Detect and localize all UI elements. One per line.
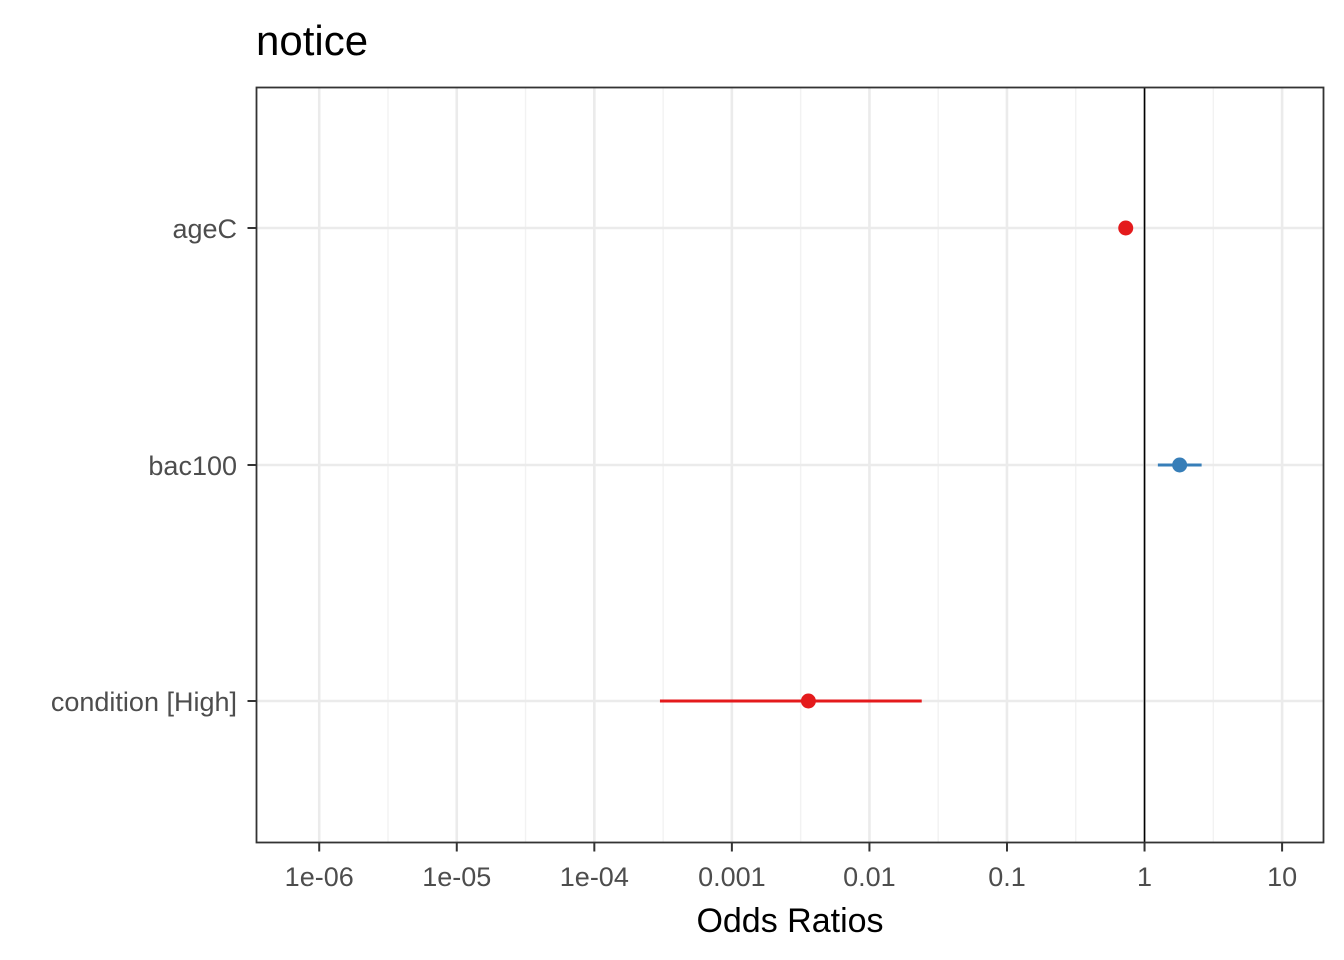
estimate-marks — [659, 220, 1202, 709]
estimate-point — [1172, 457, 1188, 473]
chart-title: notice — [256, 17, 368, 64]
x-tick-label: 1 — [1137, 862, 1152, 892]
x-tick-label: 1e-06 — [285, 862, 354, 892]
estimate-point — [1118, 220, 1134, 236]
y-tick-label: bac100 — [148, 451, 237, 481]
x-tick-label: 0.01 — [843, 862, 896, 892]
x-axis: 1e-06 1e-05 1e-04 0.001 0.01 0.1 1 10 — [285, 842, 1297, 892]
x-tick-label: 0.001 — [698, 862, 766, 892]
y-tick-label: condition [High] — [51, 687, 237, 717]
x-tick-label: 0.1 — [988, 862, 1026, 892]
y-axis: ageC bac100 condition [High] — [51, 214, 257, 717]
y-tick-label: ageC — [172, 214, 237, 244]
x-tick-label: 10 — [1267, 862, 1297, 892]
x-tick-label: 1e-04 — [560, 862, 629, 892]
estimate-point — [800, 693, 816, 709]
x-axis-title: Odds Ratios — [696, 902, 883, 940]
x-tick-label: 1e-05 — [422, 862, 491, 892]
